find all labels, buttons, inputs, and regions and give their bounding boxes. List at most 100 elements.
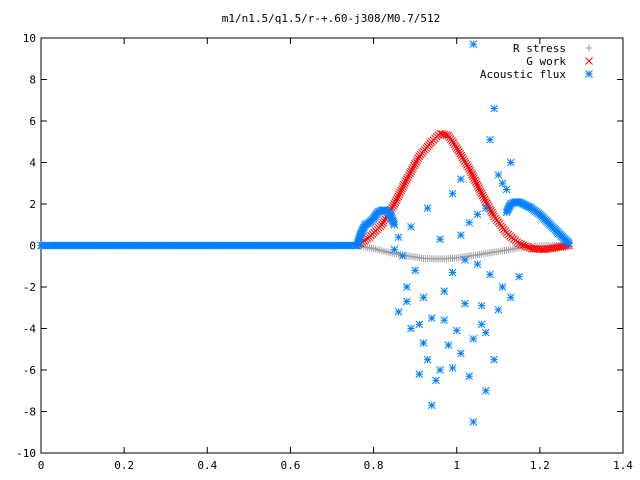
data-point bbox=[392, 196, 401, 205]
data-point bbox=[469, 335, 478, 343]
data-point bbox=[515, 239, 523, 248]
data-point bbox=[469, 418, 478, 426]
data-point bbox=[440, 287, 449, 296]
data-point bbox=[506, 293, 515, 302]
data-point bbox=[390, 200, 399, 208]
data-point bbox=[463, 161, 471, 169]
data-point bbox=[380, 217, 389, 225]
x-tick-label: 0 bbox=[38, 459, 45, 472]
data-point bbox=[448, 364, 457, 372]
data-point bbox=[519, 241, 528, 250]
legend-marker bbox=[585, 44, 593, 52]
data-point bbox=[474, 184, 483, 192]
data-point bbox=[475, 185, 484, 194]
x-tick-label: 1.2 bbox=[530, 459, 550, 472]
data-point bbox=[406, 169, 414, 178]
data-point bbox=[457, 175, 465, 183]
legend-label: R stress bbox=[513, 42, 566, 55]
axes: 0 0.2 0.4 0.6 0.8 1 1.2 1.4 10 8 6 4 2 0 -2 -4 -6 -8 -10 bbox=[16, 32, 633, 472]
data-point bbox=[465, 218, 474, 227]
data-point bbox=[461, 159, 470, 167]
x-tick-label: 0.2 bbox=[114, 459, 134, 472]
data-point bbox=[473, 210, 482, 219]
x-tick-label: 0.8 bbox=[364, 459, 384, 472]
y-tick-label: 10 bbox=[23, 32, 36, 45]
data-point bbox=[423, 355, 432, 364]
data-point bbox=[409, 163, 417, 172]
data-point bbox=[477, 189, 486, 198]
data-point bbox=[470, 174, 478, 183]
data-point bbox=[427, 314, 436, 322]
data-point bbox=[481, 328, 490, 337]
data-point bbox=[379, 219, 387, 227]
data-point bbox=[465, 164, 474, 173]
legend-marker bbox=[585, 57, 593, 65]
data-point bbox=[479, 193, 488, 202]
data-point bbox=[469, 40, 478, 49]
data-point bbox=[408, 165, 416, 174]
data-point bbox=[407, 222, 415, 231]
data-point bbox=[415, 320, 424, 329]
data-point bbox=[521, 242, 530, 250]
data-point bbox=[452, 326, 461, 335]
y-tick-label: -6 bbox=[23, 364, 36, 377]
data-point bbox=[459, 155, 468, 164]
data-point bbox=[494, 305, 503, 314]
data-point bbox=[498, 283, 507, 291]
data-point bbox=[477, 301, 486, 310]
data-point bbox=[494, 171, 503, 179]
data-point bbox=[498, 179, 507, 188]
data-point bbox=[405, 171, 413, 180]
data-point bbox=[436, 366, 444, 374]
data-point bbox=[407, 167, 415, 176]
data-point bbox=[523, 243, 532, 251]
data-point bbox=[394, 308, 403, 316]
data-point bbox=[415, 370, 424, 379]
data-point bbox=[413, 156, 422, 164]
data-point bbox=[411, 160, 419, 168]
y-tick-label: -8 bbox=[23, 406, 36, 419]
data-point bbox=[402, 297, 411, 306]
data-point bbox=[402, 177, 410, 185]
data-point bbox=[489, 210, 497, 219]
data-point bbox=[407, 324, 415, 333]
y-tick-label: -2 bbox=[23, 281, 36, 294]
data-point bbox=[410, 161, 418, 170]
data-point bbox=[481, 386, 490, 395]
y-tick-label: 2 bbox=[29, 198, 36, 211]
data-point bbox=[419, 339, 428, 347]
data-point bbox=[461, 256, 469, 264]
data-point bbox=[419, 293, 428, 302]
data-point bbox=[471, 176, 479, 185]
x-tick-label: 1 bbox=[453, 459, 460, 472]
data-point bbox=[440, 316, 449, 325]
data-point bbox=[473, 180, 481, 188]
data-point bbox=[378, 220, 386, 229]
data-point bbox=[389, 202, 398, 210]
data-point bbox=[412, 158, 421, 166]
data-point bbox=[399, 182, 407, 191]
data-point bbox=[395, 190, 404, 199]
data-point bbox=[473, 182, 482, 190]
data-point bbox=[490, 355, 498, 364]
data-point bbox=[390, 220, 399, 229]
data-point bbox=[488, 208, 496, 217]
data-point bbox=[517, 240, 526, 249]
data-point bbox=[455, 147, 463, 156]
data-point bbox=[402, 283, 411, 291]
y-tick-label: -10 bbox=[16, 447, 36, 460]
data-point bbox=[400, 180, 408, 189]
y-tick-label: -4 bbox=[23, 323, 37, 336]
x-tick-label: 1.4 bbox=[613, 459, 633, 472]
data-point bbox=[457, 349, 465, 358]
data-point bbox=[448, 268, 457, 277]
data-point bbox=[465, 372, 474, 381]
data-point bbox=[481, 197, 490, 206]
data-point bbox=[467, 168, 475, 177]
data-point bbox=[411, 266, 419, 275]
data-point bbox=[461, 299, 469, 308]
data-point bbox=[460, 157, 469, 166]
data-point bbox=[423, 204, 432, 213]
